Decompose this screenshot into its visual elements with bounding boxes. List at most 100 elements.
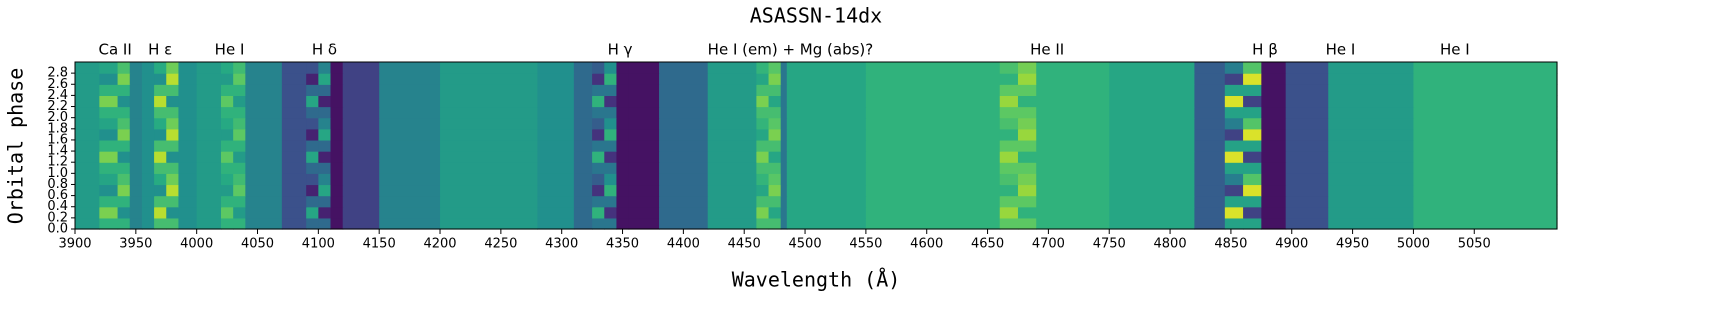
heatmap-cell	[604, 62, 618, 74]
heatmap-cell	[221, 73, 234, 85]
heatmap-cell	[592, 184, 605, 197]
heatmap-cell	[99, 139, 119, 152]
heatmap-cell	[573, 184, 593, 197]
heatmap-cell	[1413, 106, 1558, 119]
heatmap-cell	[117, 139, 131, 152]
heatmap-cell	[141, 151, 155, 163]
heatmap-cell	[379, 217, 441, 230]
heatmap-cell	[1243, 62, 1262, 74]
x-tick-label: 4450	[728, 237, 761, 252]
y-tick-label: 1.0	[47, 166, 68, 181]
heatmap-cell	[154, 151, 167, 163]
heatmap-cell	[592, 162, 605, 174]
heatmap-cell	[999, 217, 1019, 230]
heatmap-cell	[780, 95, 788, 108]
heatmap-cell	[440, 128, 538, 141]
heatmap-cell	[75, 73, 100, 85]
heatmap-cell	[999, 84, 1019, 96]
heatmap-cell	[154, 206, 167, 219]
heatmap-cell	[342, 206, 380, 219]
heatmap-cell	[196, 139, 222, 152]
heatmap-cell	[592, 151, 605, 163]
heatmap-cell	[756, 195, 770, 208]
heatmap-cell	[616, 73, 630, 85]
heatmap-cell	[233, 62, 246, 74]
heatmap-cell	[178, 95, 198, 108]
heatmap-cell	[537, 206, 575, 219]
y-tick-label: 0.8	[47, 177, 68, 192]
heatmap-cell	[573, 62, 593, 74]
heatmap-cell	[440, 184, 538, 197]
x-tick-label: 4150	[363, 237, 396, 252]
heatmap-cell	[1261, 128, 1287, 141]
line-label: H γ	[608, 41, 633, 59]
heatmap-cell	[166, 217, 180, 230]
heatmap-cell	[141, 73, 155, 85]
heatmap-cell	[117, 151, 131, 163]
x-tick-label: 5000	[1397, 237, 1430, 252]
heatmap-cell	[756, 62, 770, 74]
heatmap-cell	[999, 162, 1019, 174]
heatmap-cell	[768, 106, 782, 119]
heatmap-cell	[865, 106, 1001, 119]
heatmap-cell	[117, 128, 131, 141]
heatmap-cell	[1261, 73, 1287, 85]
heatmap-cell	[707, 195, 757, 208]
heatmap-cell	[780, 162, 788, 174]
heatmap-cell	[1109, 62, 1196, 74]
x-tick-label: 3900	[58, 237, 91, 252]
heatmap-cell	[1261, 217, 1287, 230]
heatmap-cell	[342, 184, 380, 197]
heatmap-cell	[117, 206, 131, 219]
heatmap-cell	[117, 95, 131, 108]
heatmap-cell	[1036, 184, 1110, 197]
heatmap-cell	[342, 162, 380, 174]
heatmap-cell	[616, 95, 630, 108]
x-tick-label: 4650	[971, 237, 1004, 252]
heatmap-cell	[768, 217, 782, 230]
heatmap-cell	[318, 128, 332, 141]
heatmap-cell	[768, 151, 782, 163]
heatmap-cell	[233, 195, 246, 208]
heatmap-cell	[196, 128, 222, 141]
heatmap-cell	[592, 95, 605, 108]
heatmap-cell	[129, 106, 143, 119]
heatmap-cell	[1413, 95, 1558, 108]
heatmap-cell	[756, 184, 770, 197]
heatmap-cell	[1017, 62, 1037, 74]
heatmap-cell	[342, 151, 380, 163]
heatmap-cell	[99, 84, 119, 96]
heatmap-cell	[1036, 73, 1110, 85]
heatmap-cell	[707, 84, 757, 96]
heatmap-cell	[756, 206, 770, 219]
heatmap-cell	[628, 117, 660, 130]
heatmap-cell	[628, 151, 660, 163]
heatmap-cell	[117, 117, 131, 130]
heatmap-cell	[768, 206, 782, 219]
heatmap-cell	[379, 206, 441, 219]
heatmap-cell	[592, 173, 605, 186]
heatmap-cell	[99, 206, 119, 219]
heatmap-cell	[440, 95, 538, 108]
heatmap-cell	[117, 62, 131, 74]
line-label: H β	[1252, 41, 1278, 59]
heatmap-cell	[1285, 128, 1329, 141]
heatmap-cell	[604, 139, 618, 152]
heatmap-cell	[281, 173, 307, 186]
heatmap-cell	[178, 73, 198, 85]
heatmap-cell	[1109, 84, 1196, 96]
heatmap-cell	[1413, 184, 1558, 197]
heatmap-cell	[75, 162, 100, 174]
heatmap-cell	[1328, 195, 1415, 208]
heatmap-cell	[129, 128, 143, 141]
heatmap-cell	[1194, 206, 1226, 219]
heatmap-cell	[865, 117, 1001, 130]
heatmap-cell	[245, 184, 283, 197]
heatmap-cell	[318, 139, 332, 152]
heatmap-cell	[141, 139, 155, 152]
heatmap-cell	[342, 173, 380, 186]
heatmap-cell	[537, 184, 575, 197]
heatmap-cell	[1413, 139, 1558, 152]
heatmap-cell	[281, 162, 307, 174]
heatmap-cell	[342, 117, 380, 130]
